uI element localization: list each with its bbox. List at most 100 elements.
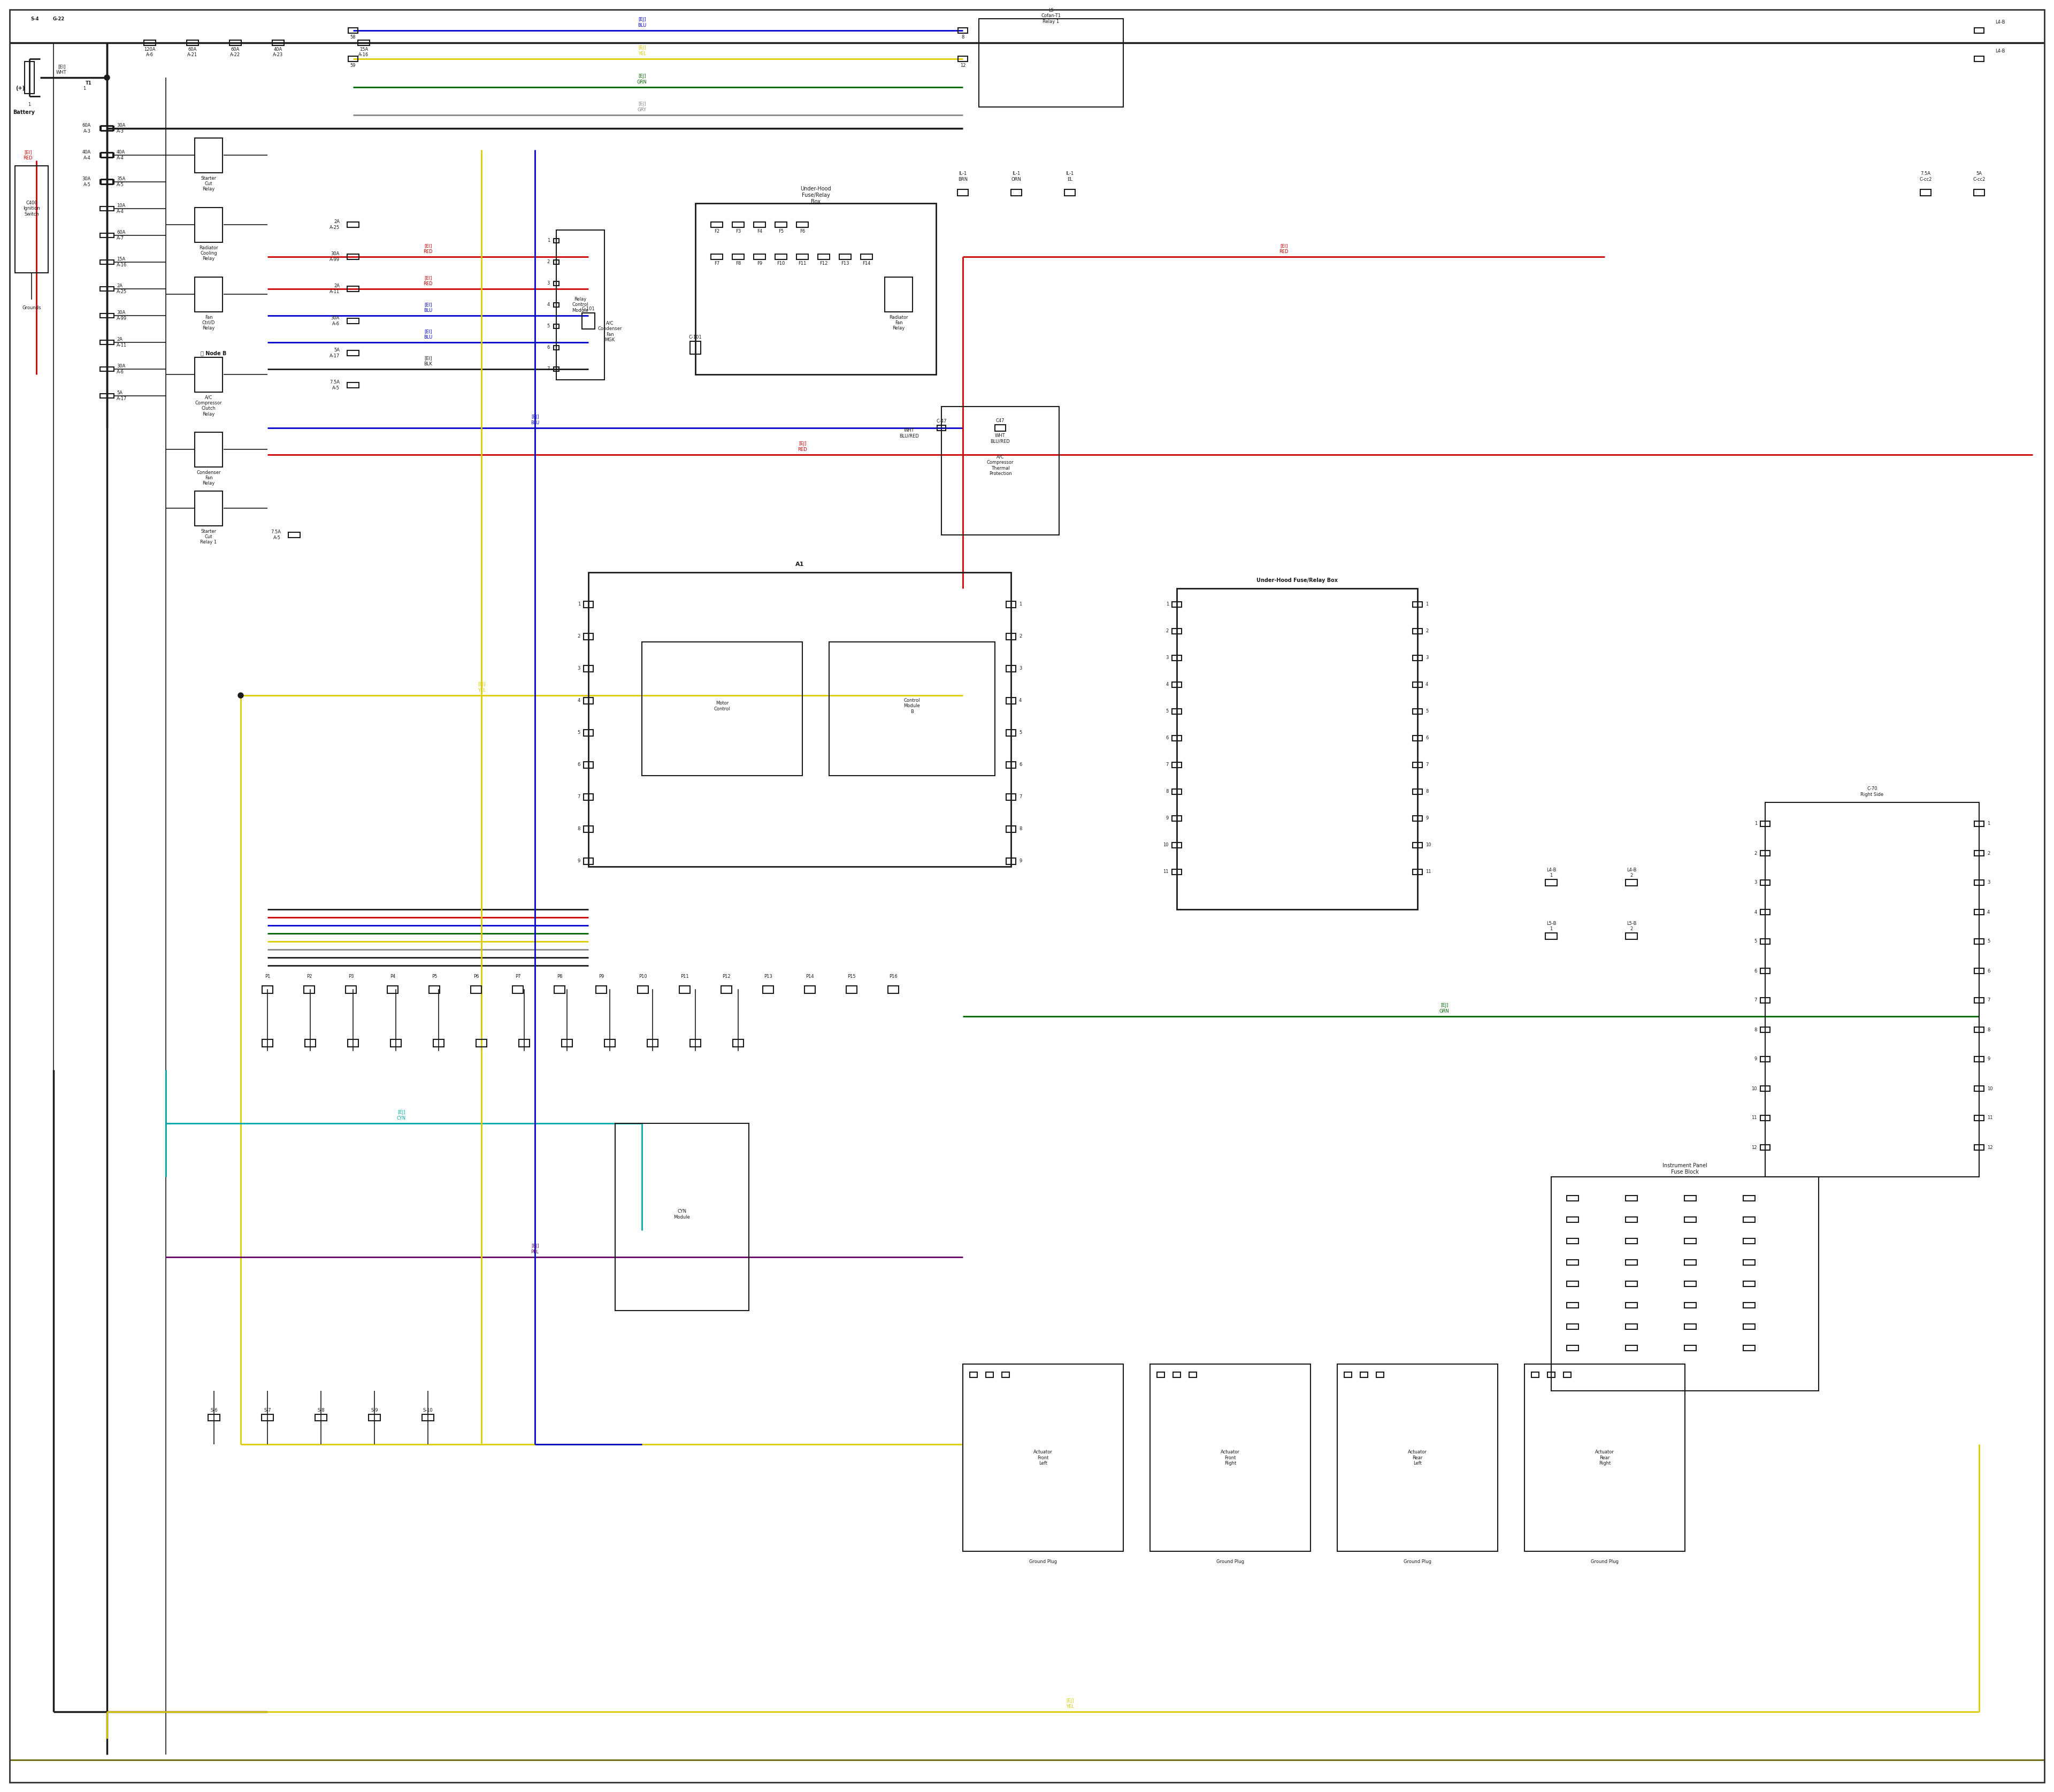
- Text: 59: 59: [351, 63, 355, 68]
- Text: 60A
A-22: 60A A-22: [230, 47, 240, 57]
- Text: P14: P14: [805, 973, 813, 978]
- Bar: [1532, 1373, 1538, 1378]
- Text: C-70
Right Side: C-70 Right Side: [1861, 787, 1884, 797]
- Bar: [1413, 656, 1421, 661]
- Text: [EI]
RED: [EI] RED: [423, 244, 433, 254]
- Bar: [1974, 1027, 1984, 1032]
- Bar: [1567, 1238, 1577, 1244]
- Text: 30A
A-3: 30A A-3: [117, 124, 125, 134]
- Text: 5: 5: [1425, 710, 1428, 713]
- Text: F10: F10: [776, 262, 785, 265]
- Bar: [144, 39, 156, 45]
- Bar: [1177, 588, 1417, 909]
- Bar: [1760, 1027, 1771, 1032]
- Text: 2A
A-25: 2A A-25: [117, 283, 127, 294]
- Text: 3: 3: [1754, 880, 1756, 885]
- Bar: [195, 138, 222, 172]
- Bar: [1173, 842, 1181, 848]
- Text: P11: P11: [680, 973, 688, 978]
- Text: Starter
Cut
Relay: Starter Cut Relay: [201, 176, 216, 192]
- Text: [EJ]
PPL: [EJ] PPL: [530, 1244, 538, 1254]
- Text: 1: 1: [1425, 602, 1428, 607]
- Text: 15A
A-16: 15A A-16: [359, 47, 370, 57]
- Text: 7.5A
C-cc2: 7.5A C-cc2: [1918, 172, 1933, 181]
- Text: 10: 10: [1752, 1086, 1756, 1091]
- Bar: [1684, 1324, 1697, 1330]
- Text: S-8: S-8: [316, 1409, 325, 1412]
- Text: Ground Plug: Ground Plug: [1403, 1559, 1432, 1564]
- Text: Condenser
Fan
Relay: Condenser Fan Relay: [197, 470, 220, 486]
- Bar: [555, 281, 559, 285]
- Text: 40A
A-4: 40A A-4: [117, 151, 125, 159]
- Bar: [1413, 710, 1421, 715]
- Text: 58: 58: [349, 34, 355, 39]
- Text: 9: 9: [577, 858, 581, 864]
- Bar: [1760, 880, 1771, 885]
- Text: 11: 11: [1986, 1116, 1992, 1120]
- Bar: [1551, 1177, 1818, 1391]
- Text: F6: F6: [799, 229, 805, 233]
- Text: F2: F2: [715, 229, 719, 233]
- Bar: [1974, 968, 1984, 973]
- Text: 9: 9: [1167, 815, 1169, 821]
- Bar: [957, 29, 967, 34]
- Text: 1: 1: [82, 86, 86, 91]
- Text: 10: 10: [1163, 842, 1169, 848]
- Text: CYN
Module: CYN Module: [674, 1210, 690, 1220]
- Bar: [195, 208, 222, 242]
- Text: 5: 5: [1754, 939, 1756, 944]
- Text: 4: 4: [577, 699, 581, 702]
- Text: 1: 1: [1754, 821, 1756, 826]
- Bar: [195, 432, 222, 466]
- Bar: [583, 665, 594, 672]
- Bar: [1563, 1373, 1571, 1378]
- Text: 8: 8: [1986, 1027, 1990, 1032]
- Bar: [754, 222, 766, 228]
- Text: 5: 5: [546, 324, 550, 328]
- Bar: [1006, 762, 1017, 769]
- Bar: [733, 222, 744, 228]
- Text: 30A
A-6: 30A A-6: [331, 315, 339, 326]
- Bar: [647, 1039, 657, 1047]
- Text: P2: P2: [306, 973, 312, 978]
- Bar: [583, 762, 594, 769]
- Bar: [690, 1039, 700, 1047]
- Bar: [557, 229, 604, 380]
- Bar: [1567, 1346, 1577, 1351]
- Text: [EJ]
BLU: [EJ] BLU: [530, 414, 540, 425]
- Text: 7: 7: [1167, 763, 1169, 767]
- Bar: [1760, 1145, 1771, 1150]
- Text: 12: 12: [1986, 1145, 1992, 1150]
- Bar: [555, 238, 559, 244]
- Bar: [1625, 934, 1637, 939]
- Text: 6: 6: [546, 346, 550, 349]
- Bar: [1173, 762, 1181, 767]
- Text: F7: F7: [715, 262, 719, 265]
- Bar: [711, 254, 723, 260]
- Bar: [347, 254, 359, 260]
- Bar: [511, 986, 524, 993]
- Text: 1: 1: [577, 602, 581, 607]
- Bar: [1173, 683, 1181, 688]
- Bar: [101, 367, 113, 371]
- Bar: [1974, 1145, 1984, 1150]
- Bar: [433, 1039, 444, 1047]
- Bar: [1006, 665, 1017, 672]
- Bar: [349, 29, 357, 34]
- Bar: [101, 394, 113, 398]
- Text: C-101: C-101: [688, 335, 702, 340]
- Text: 30A
A-99: 30A A-99: [117, 310, 127, 321]
- Bar: [101, 125, 113, 131]
- Bar: [1684, 1346, 1697, 1351]
- Text: F13: F13: [840, 262, 848, 265]
- Bar: [583, 794, 594, 801]
- Bar: [1974, 998, 1984, 1004]
- Text: 6: 6: [1019, 763, 1021, 767]
- Text: 11: 11: [1163, 869, 1169, 874]
- Text: 2: 2: [1986, 851, 1990, 855]
- Bar: [1006, 729, 1017, 737]
- Bar: [1413, 683, 1421, 688]
- Bar: [1744, 1238, 1754, 1244]
- Bar: [1760, 909, 1771, 914]
- Text: 10A
A-4: 10A A-4: [117, 204, 125, 213]
